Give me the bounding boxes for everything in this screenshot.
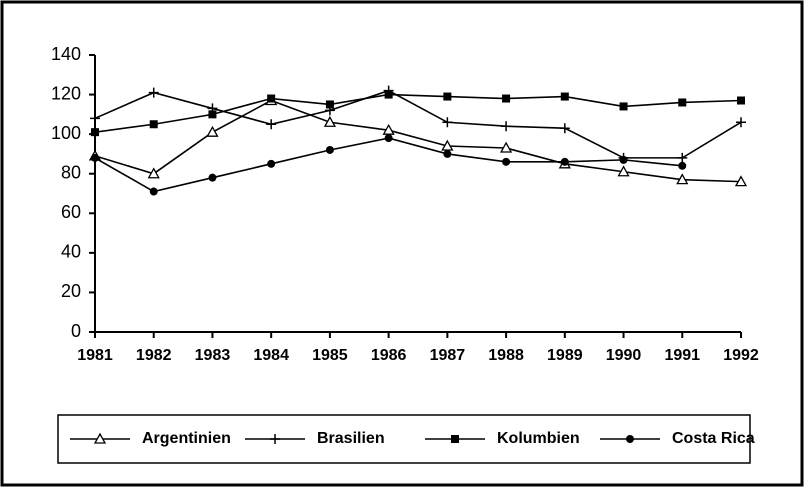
- legend-label: Kolumbien: [497, 430, 580, 447]
- legend-label: Costa Rica: [672, 430, 755, 447]
- marker: [93, 432, 107, 444]
- x-tick-label: 1990: [606, 347, 642, 364]
- x-tick-label: 1982: [136, 347, 172, 364]
- x-tick-label: 1989: [547, 347, 583, 364]
- marker: [208, 173, 217, 182]
- marker: [384, 90, 393, 99]
- marker: [502, 157, 511, 166]
- marker: [626, 435, 634, 443]
- marker: [619, 102, 628, 111]
- marker: [325, 145, 334, 154]
- marker: [270, 434, 280, 444]
- marker: [443, 149, 452, 158]
- x-tick-label: 1984: [253, 347, 289, 364]
- marker: [147, 167, 160, 179]
- x-tick-label: 1981: [77, 347, 113, 364]
- marker: [206, 125, 219, 137]
- x-tick-label: 1988: [488, 347, 524, 364]
- marker: [737, 96, 745, 105]
- marker: [560, 92, 569, 101]
- marker: [559, 123, 570, 134]
- marker: [91, 128, 99, 137]
- marker: [736, 117, 746, 128]
- marker: [267, 94, 276, 103]
- marker: [451, 435, 459, 443]
- x-tick-label: 1983: [195, 347, 231, 364]
- marker: [501, 121, 512, 132]
- y-tick-label: 20: [61, 281, 81, 301]
- marker: [266, 119, 277, 130]
- marker: [91, 153, 99, 162]
- marker: [560, 157, 569, 166]
- legend-label: Argentinien: [142, 430, 231, 447]
- marker: [734, 175, 748, 187]
- marker: [678, 161, 687, 170]
- y-tick-label: 60: [61, 202, 81, 222]
- series-line: [94, 99, 742, 183]
- y-tick-label: 140: [51, 44, 81, 64]
- marker: [148, 87, 159, 98]
- x-tick-label: 1992: [723, 347, 759, 364]
- marker: [323, 115, 337, 127]
- x-tick-label: 1991: [664, 347, 700, 364]
- x-tick-label: 1985: [312, 347, 348, 364]
- series-line: [94, 89, 742, 159]
- marker: [502, 94, 511, 103]
- marker: [619, 155, 628, 164]
- marker: [617, 165, 630, 177]
- marker: [442, 117, 453, 128]
- series-line: [94, 93, 742, 133]
- marker: [90, 113, 100, 124]
- marker: [677, 152, 688, 163]
- marker: [443, 92, 452, 101]
- y-tick-label: 120: [51, 83, 81, 103]
- x-tick-label: 1987: [430, 347, 466, 364]
- y-tick-label: 40: [61, 242, 81, 262]
- marker: [325, 100, 334, 109]
- legend-box: [57, 414, 751, 464]
- legend-label: Brasilien: [317, 430, 385, 447]
- y-tick-label: 100: [51, 123, 81, 143]
- marker: [267, 159, 276, 168]
- y-tick-label: 0: [71, 321, 81, 341]
- x-tick-label: 1986: [371, 347, 407, 364]
- y-tick-label: 80: [61, 162, 81, 182]
- marker: [149, 187, 158, 196]
- marker: [149, 120, 158, 129]
- marker: [499, 141, 513, 153]
- marker: [678, 98, 687, 107]
- marker: [384, 134, 393, 143]
- marker: [208, 110, 217, 119]
- marker: [676, 173, 689, 185]
